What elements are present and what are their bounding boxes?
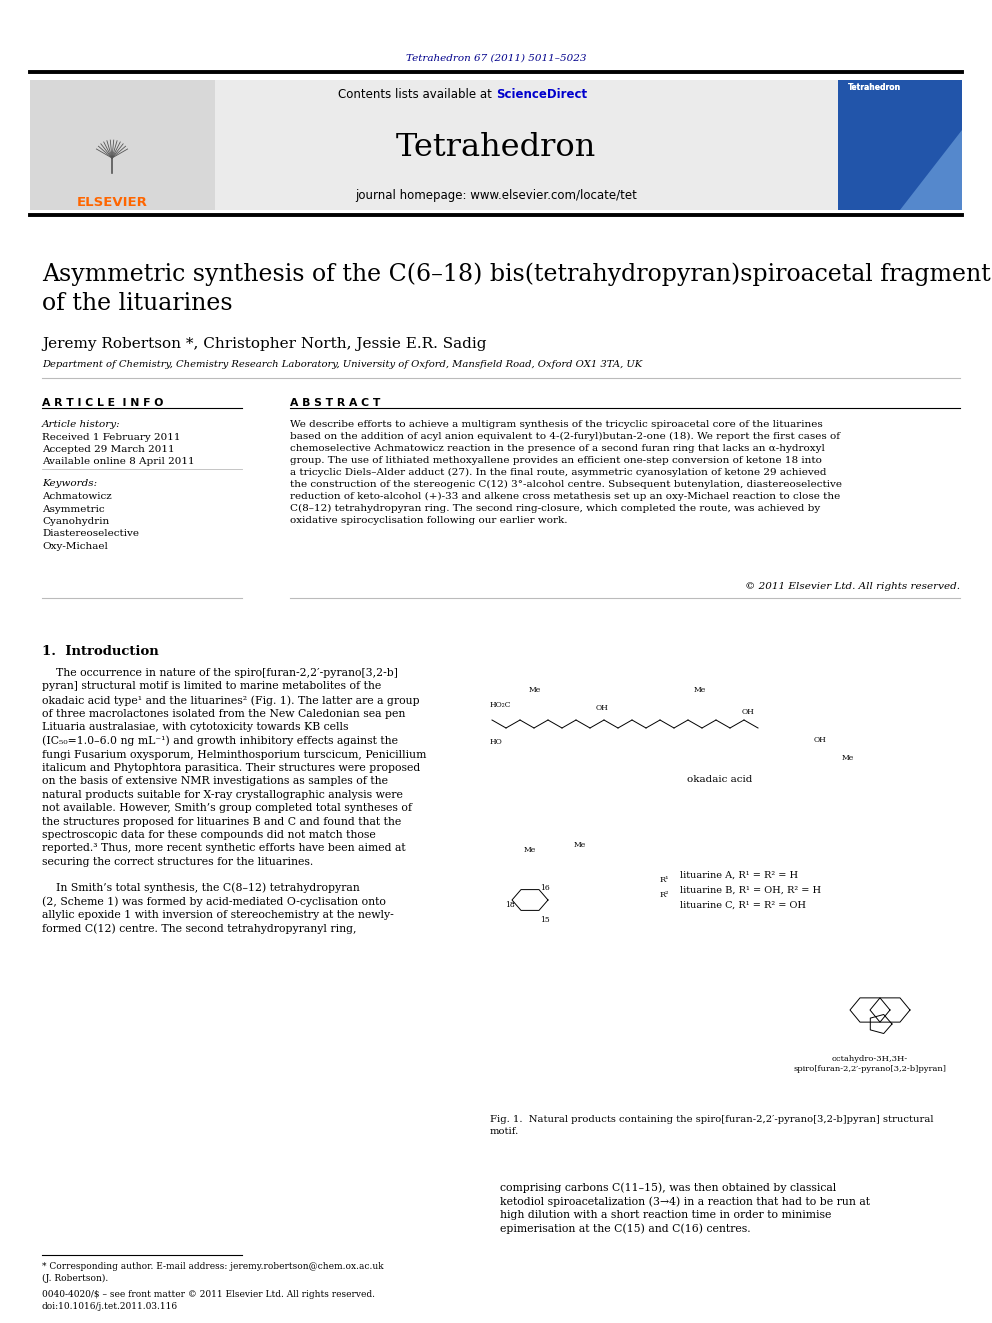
Text: Department of Chemistry, Chemistry Research Laboratory, University of Oxford, Ma: Department of Chemistry, Chemistry Resea… — [42, 360, 642, 369]
Text: Keywords:: Keywords: — [42, 479, 97, 488]
Text: ELSEVIER: ELSEVIER — [76, 196, 148, 209]
Text: Oxy-Michael: Oxy-Michael — [42, 542, 108, 550]
Text: 18: 18 — [505, 901, 515, 909]
Text: Fig. 1.  Natural products containing the spiro[furan-2,2′-pyrano[3,2-b]pyran] st: Fig. 1. Natural products containing the … — [490, 1115, 933, 1136]
Text: Accepted 29 March 2011: Accepted 29 March 2011 — [42, 445, 175, 454]
Text: 15: 15 — [540, 916, 550, 923]
Bar — [30, 79, 962, 210]
Text: lituarine C, R¹ = R² = OH: lituarine C, R¹ = R² = OH — [680, 901, 806, 909]
Text: In Smith’s total synthesis, the C(8–12) tetrahydropyran
(2, Scheme 1) was formed: In Smith’s total synthesis, the C(8–12) … — [42, 882, 394, 934]
Text: OH: OH — [595, 704, 608, 712]
Bar — [838, 79, 962, 210]
Text: Tetrahedron: Tetrahedron — [848, 83, 901, 93]
Text: comprising carbons C(11–15), was then obtained by classical
ketodiol spiroacetal: comprising carbons C(11–15), was then ob… — [500, 1181, 870, 1234]
Bar — [30, 79, 215, 210]
Text: R²: R² — [660, 890, 670, 900]
Text: lituarine B, R¹ = OH, R² = H: lituarine B, R¹ = OH, R² = H — [680, 885, 821, 894]
Text: Me: Me — [574, 841, 586, 849]
Text: OH: OH — [813, 736, 826, 744]
Text: Contents lists available at: Contents lists available at — [338, 87, 496, 101]
Text: 16: 16 — [540, 884, 550, 892]
Text: lituarine A, R¹ = R² = H: lituarine A, R¹ = R² = H — [680, 871, 799, 880]
Text: ScienceDirect: ScienceDirect — [496, 87, 587, 101]
Text: Me: Me — [693, 687, 706, 695]
Text: Asymmetric synthesis of the C(6–18) bis(tetrahydropyran)spiroacetal fragment
of : Asymmetric synthesis of the C(6–18) bis(… — [42, 262, 991, 315]
Text: Received 1 February 2011: Received 1 February 2011 — [42, 433, 181, 442]
Text: HO: HO — [490, 738, 503, 746]
Text: Me: Me — [842, 754, 854, 762]
Text: HO₂C: HO₂C — [490, 701, 512, 709]
Text: octahydro-3H,3H-
spiro[furan-2,2′-pyrano[3,2-b]pyran]: octahydro-3H,3H- spiro[furan-2,2′-pyrano… — [794, 1054, 946, 1073]
Polygon shape — [838, 130, 962, 210]
Text: © 2011 Elsevier Ltd. All rights reserved.: © 2011 Elsevier Ltd. All rights reserved… — [745, 582, 960, 591]
Text: We describe efforts to achieve a multigram synthesis of the tricyclic spiroaceta: We describe efforts to achieve a multigr… — [290, 419, 842, 525]
Text: okadaic acid: okadaic acid — [687, 775, 753, 785]
Text: Cyanohydrin: Cyanohydrin — [42, 517, 109, 527]
Text: Diastereoselective: Diastereoselective — [42, 529, 139, 538]
Text: Jeremy Robertson *, Christopher North, Jessie E.R. Sadig: Jeremy Robertson *, Christopher North, J… — [42, 337, 486, 351]
Text: Me: Me — [524, 845, 536, 855]
Text: Asymmetric: Asymmetric — [42, 504, 104, 513]
Text: Achmatowicz: Achmatowicz — [42, 492, 112, 501]
Text: Tetrahedron: Tetrahedron — [396, 132, 596, 164]
Text: Available online 8 April 2011: Available online 8 April 2011 — [42, 456, 194, 466]
Text: Tetrahedron: Tetrahedron — [848, 83, 901, 93]
Text: 1.  Introduction: 1. Introduction — [42, 646, 159, 658]
Text: Article history:: Article history: — [42, 419, 121, 429]
Text: A R T I C L E  I N F O: A R T I C L E I N F O — [42, 398, 164, 407]
Text: * Corresponding author. E-mail address: jeremy.robertson@chem.ox.ac.uk
(J. Rober: * Corresponding author. E-mail address: … — [42, 1262, 384, 1283]
Text: A B S T R A C T: A B S T R A C T — [290, 398, 380, 407]
Text: 0040-4020/$ – see front matter © 2011 Elsevier Ltd. All rights reserved.
doi:10.: 0040-4020/$ – see front matter © 2011 El… — [42, 1290, 375, 1311]
Text: Me: Me — [529, 687, 541, 695]
Text: journal homepage: www.elsevier.com/locate/tet: journal homepage: www.elsevier.com/locat… — [355, 189, 637, 202]
Text: The occurrence in nature of the spiro[furan-2,2′-pyrano[3,2-b]
pyran] structural: The occurrence in nature of the spiro[fu… — [42, 668, 427, 867]
Text: OH: OH — [742, 708, 754, 716]
Text: Tetrahedron 67 (2011) 5011–5023: Tetrahedron 67 (2011) 5011–5023 — [406, 53, 586, 62]
Text: R¹: R¹ — [660, 876, 670, 884]
